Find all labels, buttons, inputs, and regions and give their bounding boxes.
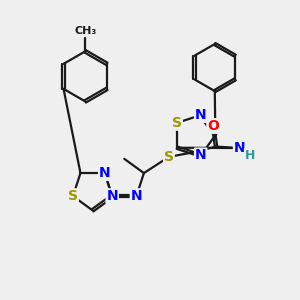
Text: O: O	[207, 119, 219, 133]
Text: N: N	[106, 189, 118, 203]
Text: N: N	[195, 108, 206, 122]
Text: H: H	[245, 149, 255, 162]
Text: S: S	[68, 189, 78, 203]
Text: N: N	[99, 166, 110, 180]
Text: CH₃: CH₃	[74, 26, 96, 36]
Text: N: N	[234, 141, 245, 155]
Text: N: N	[130, 189, 142, 203]
Text: S: S	[172, 116, 182, 130]
Text: N: N	[195, 148, 206, 162]
Text: S: S	[164, 150, 174, 164]
